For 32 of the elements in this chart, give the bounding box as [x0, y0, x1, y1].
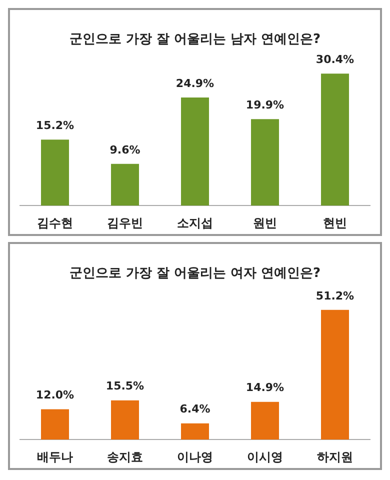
data-label: 30.4% — [316, 52, 354, 66]
data-label: 51.2% — [316, 289, 354, 302]
data-label: 24.9% — [176, 76, 214, 90]
x-tick-label: 김우빈 — [107, 216, 143, 230]
bar — [321, 74, 349, 206]
data-label: 12.0% — [36, 388, 74, 402]
x-tick-label: 이시영 — [247, 450, 283, 464]
data-label: 19.9% — [246, 98, 284, 112]
bar — [41, 409, 69, 440]
x-tick-label: 현빈 — [323, 216, 347, 230]
data-label: 15.5% — [106, 380, 144, 393]
x-tick-label: 원빈 — [253, 216, 277, 230]
x-tick-label: 이나영 — [177, 450, 213, 464]
chart-title: 군인으로 가장 잘 어울리는 여자 연예인은? — [69, 266, 321, 282]
chart-title: 군인으로 가장 잘 어울리는 남자 연예인은? — [69, 32, 321, 48]
data-label: 9.6% — [110, 143, 140, 156]
x-tick-label: 송지효 — [107, 450, 143, 464]
bar — [251, 119, 279, 206]
bar — [111, 164, 139, 206]
data-label: 6.4% — [180, 402, 210, 416]
bar — [181, 423, 209, 440]
bar — [41, 140, 69, 206]
x-tick-label: 하지원 — [317, 450, 353, 464]
bar — [321, 310, 349, 440]
bar — [181, 97, 209, 206]
x-tick-label: 김수현 — [37, 216, 73, 230]
bar — [111, 400, 139, 440]
x-tick-label: 배두나 — [37, 450, 73, 464]
x-tick-label: 소지섭 — [177, 216, 213, 230]
data-label: 15.2% — [36, 118, 74, 132]
bar — [251, 402, 279, 440]
data-label: 14.9% — [246, 381, 284, 394]
